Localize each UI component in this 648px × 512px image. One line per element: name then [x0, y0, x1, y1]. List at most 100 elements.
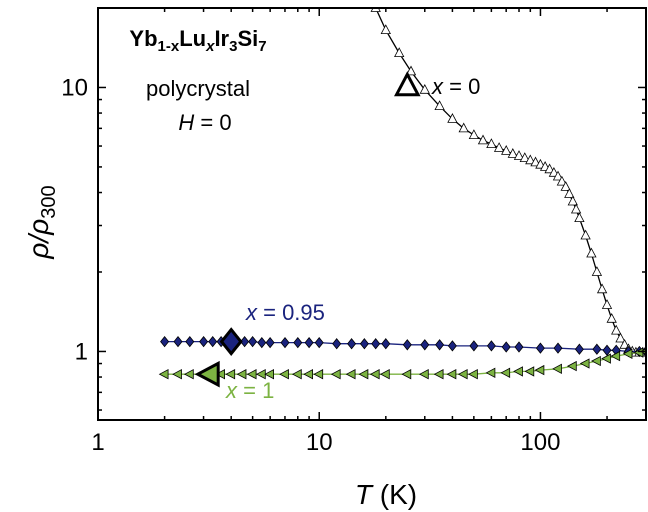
- y-axis-var: ρ/ρ: [23, 219, 54, 260]
- plot-frame: [97, 7, 647, 421]
- series-1-point: [501, 341, 511, 353]
- series-0-point: [615, 332, 626, 343]
- series-2-point: [610, 350, 621, 362]
- y-tick-label: 10: [61, 74, 88, 101]
- series-0-point: [567, 195, 578, 206]
- series-1-point: [514, 341, 524, 353]
- series-2-point: [345, 369, 356, 380]
- series-2-point: [225, 369, 236, 380]
- field-label: H = 0: [178, 110, 231, 135]
- series-label-x1: x = 1: [225, 378, 274, 403]
- x-tick-label: 1: [91, 429, 104, 456]
- series-1-point: [265, 336, 275, 349]
- compound-formula: Yb1-xLuxIr3Si7: [129, 26, 266, 55]
- series-2-point: [330, 369, 341, 380]
- series-2-point: [457, 369, 468, 380]
- series-0-point: [611, 324, 622, 335]
- series-1-point: [553, 342, 563, 354]
- series-2-point: [566, 360, 577, 372]
- series-2-point: [291, 369, 302, 380]
- highlight-marker-2: [194, 360, 220, 388]
- series-0-point: [394, 47, 405, 57]
- series-2: [158, 347, 646, 380]
- series-2-point: [552, 363, 562, 374]
- x-tick-label: 100: [520, 429, 560, 456]
- sample-label: polycrystal: [146, 76, 250, 101]
- series-1-point: [592, 343, 602, 355]
- formula-si: Si: [237, 26, 258, 51]
- series-0: [370, 8, 646, 357]
- series-1-point: [420, 339, 430, 351]
- series-1-point: [574, 343, 584, 355]
- series-2-point: [485, 367, 496, 378]
- formula-ir: Ir: [214, 26, 229, 51]
- series-2-point: [264, 369, 275, 380]
- series-0-point: [447, 113, 458, 123]
- series-1-point: [381, 338, 391, 350]
- series-0-point: [530, 156, 541, 167]
- series-0-point: [580, 229, 591, 240]
- series-1-point: [257, 336, 267, 349]
- series-1-point: [314, 336, 324, 349]
- formula-sub-1-x: 1-x: [158, 38, 180, 55]
- series-2-point: [215, 369, 226, 380]
- series-1-point: [469, 340, 479, 352]
- series-2-point: [622, 348, 633, 359]
- series-label-x0-rest: = 0: [443, 74, 480, 99]
- series-1-point: [486, 340, 496, 352]
- formula-sub-x: x: [205, 38, 215, 55]
- series-0-point: [560, 181, 571, 191]
- series-0-point: [619, 338, 630, 349]
- series-label-x095: x = 0.95: [245, 300, 325, 325]
- series-0-point: [419, 83, 430, 94]
- series-0-point: [458, 122, 469, 133]
- series-0-point: [596, 283, 608, 294]
- y-axis-sub: 300: [38, 185, 60, 218]
- series-1-point: [208, 335, 218, 348]
- series-label-x095-rest: = 0.95: [257, 300, 325, 325]
- series-0-line: [375, 8, 646, 354]
- series-2-point: [172, 369, 182, 380]
- series-0-point: [591, 266, 603, 276]
- series-0-point: [601, 299, 613, 309]
- series-2-point: [534, 364, 545, 376]
- y-axis-label: ρ/ρ300: [23, 185, 60, 259]
- series-0-point: [405, 65, 417, 76]
- series-2-point: [513, 366, 523, 377]
- field-var: H: [178, 110, 194, 135]
- series-2-point: [158, 369, 169, 380]
- series-0-point: [570, 203, 582, 214]
- series-2-point: [303, 369, 314, 380]
- series-label-x0: x = 0: [431, 74, 480, 99]
- series-1-point: [248, 335, 258, 348]
- series-1-point: [280, 336, 290, 349]
- series-2-point: [236, 369, 247, 380]
- highlight-marker-1: [219, 327, 243, 357]
- series-1-point: [240, 335, 250, 348]
- series-1-point: [602, 344, 612, 356]
- series-2-point: [379, 369, 390, 380]
- series-2-point: [500, 367, 511, 378]
- series-2-point: [279, 369, 289, 380]
- series-2-point: [401, 369, 412, 380]
- series-2-point: [358, 369, 369, 380]
- field-value: = 0: [194, 110, 231, 135]
- series-2-point: [446, 369, 457, 380]
- series-1-point: [173, 335, 183, 348]
- series-1-point: [332, 338, 342, 350]
- series-2-point: [591, 355, 601, 367]
- x-axis-label: T (K): [355, 479, 417, 510]
- formula-sub-3: 3: [229, 38, 237, 55]
- series-1-point: [160, 335, 170, 348]
- series-0-point: [501, 145, 512, 155]
- series-2-point: [524, 366, 535, 377]
- series-0-point: [507, 148, 518, 158]
- series-2-point: [468, 369, 478, 380]
- series-0-point: [477, 134, 489, 145]
- axes-layer: 1 10 100 1 10: [61, 7, 647, 456]
- series-2-point: [433, 369, 444, 380]
- series-0-point: [606, 312, 617, 323]
- series-0-point: [525, 154, 536, 165]
- series-0-point: [574, 212, 585, 223]
- series-label-x1-rest: = 1: [237, 378, 274, 403]
